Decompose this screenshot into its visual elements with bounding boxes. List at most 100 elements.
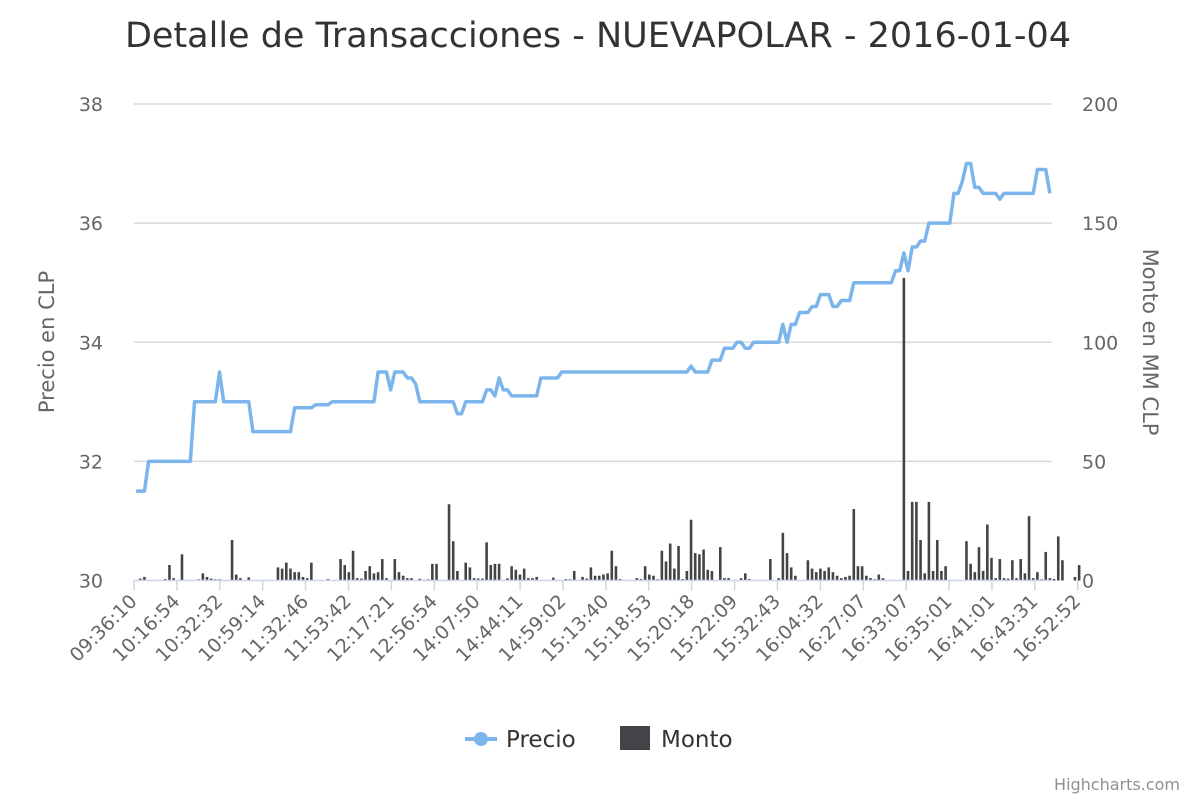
monto-bar[interactable] [819, 568, 822, 581]
legend-item-precio[interactable]: Precio [465, 727, 576, 753]
monto-bar[interactable] [806, 560, 810, 581]
monto-bar[interactable] [289, 568, 292, 581]
monto-bar[interactable] [606, 573, 609, 581]
monto-bar[interactable] [310, 562, 313, 581]
monto-bar[interactable] [739, 578, 743, 581]
monto-bar[interactable] [668, 543, 672, 581]
monto-bar[interactable] [940, 570, 943, 581]
monto-bar[interactable] [877, 574, 881, 581]
monto-bar[interactable] [865, 575, 868, 581]
monto-bar[interactable] [1056, 536, 1060, 581]
monto-bar[interactable] [652, 575, 655, 581]
monto-bar[interactable] [535, 576, 538, 581]
monto-bar[interactable] [518, 574, 522, 581]
monto-bar[interactable] [777, 578, 780, 581]
monto-bar[interactable] [706, 569, 710, 581]
monto-bar[interactable] [852, 509, 856, 581]
monto-bar[interactable] [301, 576, 305, 581]
monto-bar[interactable] [931, 570, 935, 581]
monto-bar[interactable] [923, 573, 927, 581]
monto-bar[interactable] [347, 572, 351, 581]
monto-bar[interactable] [698, 554, 701, 581]
monto-bar[interactable] [435, 563, 438, 581]
monto-bar[interactable] [990, 557, 993, 581]
monto-bar[interactable] [489, 565, 493, 581]
monto-bar[interactable] [360, 578, 363, 581]
monto-bar[interactable] [481, 578, 484, 581]
monto-bar[interactable] [915, 501, 918, 581]
monto-bar[interactable] [597, 575, 601, 581]
monto-bar[interactable] [401, 575, 405, 581]
monto-bar[interactable] [1077, 565, 1081, 581]
monto-bar[interactable] [981, 570, 985, 581]
monto-bar[interactable] [844, 576, 847, 581]
monto-bar[interactable] [493, 563, 497, 581]
monto-bar[interactable] [376, 572, 380, 581]
monto-bar[interactable] [673, 568, 676, 581]
monto-bar[interactable] [881, 578, 885, 581]
monto-bar[interactable] [351, 550, 355, 581]
monto-bar[interactable] [497, 563, 501, 581]
monto-bar[interactable] [856, 566, 860, 581]
monto-bar[interactable] [514, 569, 518, 581]
monto-bar[interactable] [944, 566, 947, 581]
monto-bar[interactable] [418, 578, 422, 581]
monto-bar[interactable] [247, 577, 251, 581]
monto-bar[interactable] [710, 570, 714, 581]
monto-bar[interactable] [339, 559, 342, 581]
credits-link[interactable]: Highcharts.com [1054, 775, 1180, 794]
legend-item-monto[interactable]: Monto [620, 726, 733, 753]
monto-bar[interactable] [614, 566, 618, 581]
monto-bar[interactable] [506, 578, 509, 581]
monto-bar[interactable] [431, 563, 434, 581]
monto-bar[interactable] [209, 578, 213, 581]
monto-bar[interactable] [610, 550, 614, 581]
monto-bar[interactable] [723, 578, 726, 581]
monto-bar[interactable] [180, 554, 184, 581]
monto-bar[interactable] [810, 568, 814, 581]
monto-bar[interactable] [664, 561, 668, 581]
monto-bar[interactable] [635, 578, 639, 581]
monto-bar[interactable] [1002, 578, 1006, 581]
monto-bar[interactable] [689, 519, 693, 581]
precio-series-line[interactable] [136, 161, 1052, 493]
monto-bar[interactable] [368, 566, 372, 581]
monto-bar[interactable] [485, 542, 488, 581]
monto-bar[interactable] [869, 578, 872, 581]
monto-bar[interactable] [727, 578, 730, 581]
monto-bar[interactable] [1023, 573, 1027, 581]
monto-bar[interactable] [527, 578, 530, 581]
monto-bar[interactable] [1011, 560, 1014, 581]
monto-bar[interactable] [393, 559, 397, 581]
monto-bar[interactable] [510, 566, 513, 581]
monto-bar[interactable] [648, 574, 651, 581]
monto-bar[interactable] [451, 541, 455, 581]
monto-bar[interactable] [660, 550, 664, 581]
monto-bar[interactable] [201, 573, 205, 581]
monto-bar[interactable] [969, 563, 972, 581]
monto-bar[interactable] [572, 570, 576, 581]
monto-bar[interactable] [693, 553, 697, 581]
monto-bar[interactable] [785, 553, 789, 581]
monto-bar[interactable] [168, 565, 171, 581]
monto-bar[interactable] [977, 547, 981, 581]
monto-bar[interactable] [677, 545, 680, 581]
monto-bar[interactable] [998, 559, 1002, 581]
monto-bar[interactable] [848, 575, 851, 581]
monto-bar[interactable] [305, 578, 309, 581]
monto-bar[interactable] [827, 567, 831, 581]
monto-bar[interactable] [794, 575, 797, 581]
monto-bar[interactable] [994, 578, 997, 581]
monto-bar[interactable] [343, 565, 347, 581]
monto-bar[interactable] [919, 539, 922, 581]
monto-bar[interactable] [280, 568, 284, 581]
monto-bar[interactable] [643, 566, 647, 581]
monto-bar[interactable] [531, 578, 534, 581]
monto-bar[interactable] [814, 572, 818, 581]
monto-bar[interactable] [1015, 578, 1018, 581]
monto-bar[interactable] [831, 572, 835, 581]
monto-bar[interactable] [355, 578, 359, 581]
monto-bar[interactable] [585, 578, 589, 581]
monto-bar[interactable] [397, 572, 401, 581]
monto-bar[interactable] [468, 567, 472, 581]
